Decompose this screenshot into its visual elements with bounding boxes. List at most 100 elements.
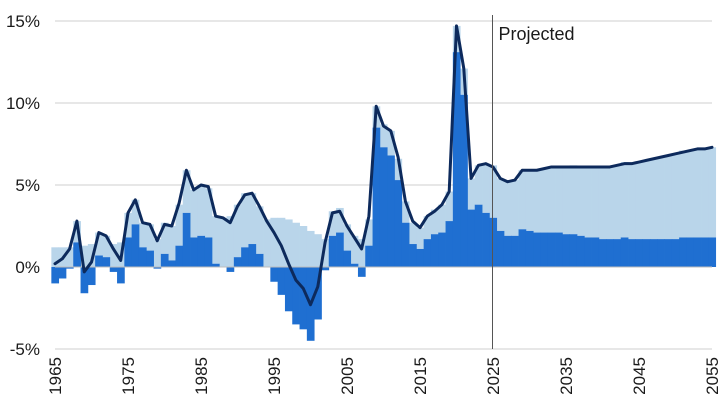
primary-deficit-bar [503,235,512,267]
net-interest-block [365,219,373,246]
net-interest-block [474,165,483,205]
y-tick-label: 10% [6,94,40,113]
net-interest-block [445,191,454,222]
primary-deficit-bar [401,222,410,267]
net-interest-block [204,188,213,238]
primary-deficit-bar [51,267,60,284]
net-interest-block [423,216,432,240]
primary-deficit-bar [598,239,607,267]
net-interest-block [160,222,169,254]
total-deficit-line [53,24,714,307]
net-interest-block [394,158,403,181]
y-tick-labels: 15% 10% 5% 0% -5% [6,12,40,359]
x-tick-label: 2045 [630,357,649,395]
net-interest-block [168,226,176,261]
x-tick-label: 1985 [192,357,211,395]
net-interest-block [233,204,242,258]
primary-deficit-bar [336,232,344,267]
x-tick-label: 1995 [265,357,284,395]
primary-deficit-bar [343,250,352,267]
primary-deficit-bar [387,155,395,267]
primary-deficit-bar [277,267,286,295]
net-interest-block [576,166,585,236]
primary-deficit-bar [635,239,644,267]
net-interest-block [591,166,600,238]
primary-deficit-bar [701,237,709,267]
primary-deficit-bar [270,267,279,282]
net-interest-block [314,234,322,267]
net-interest-block [284,219,293,267]
primary-deficit-bar [197,235,206,267]
primary-deficit-bar [452,52,461,267]
primary-deficit-bar [540,232,549,267]
net-interest-block [306,230,315,267]
primary-deficit-bar [511,235,519,267]
primary-deficit-bar [606,239,614,267]
primary-deficit-bar [350,263,359,267]
net-interest-block [547,166,556,233]
primary-deficit-bar [628,239,636,267]
net-interest-block [569,165,578,235]
primary-deficit-bar [496,230,505,267]
primary-deficit-bar [438,232,446,267]
net-interest-block [146,224,154,251]
net-interest-block [642,160,651,240]
net-interest-block [226,216,235,267]
x-tick-label: 1975 [119,357,138,395]
primary-deficit-bar [255,253,264,267]
net-interest-block [350,235,359,264]
primary-deficit-bar [87,267,96,286]
net-interest-block [277,217,286,267]
net-interest-block [657,157,665,240]
primary-deficit-bar [533,232,541,267]
primary-deficit-bar [365,245,373,267]
net-interest-block [496,178,505,231]
net-interest-block [503,181,512,236]
net-interest-block [555,166,563,233]
x-tick-label: 1965 [46,357,65,395]
primary-deficit-bar [292,267,300,325]
primary-deficit-bar [430,234,439,267]
primary-deficit-bar [679,237,687,267]
primary-deficit-bar [211,263,220,267]
primary-deficit-bar [547,232,556,267]
net-interest-block [686,150,695,238]
primary-deficit-bar [153,267,162,269]
primary-deficit-bar [190,237,198,267]
primary-deficit-bar [175,245,184,267]
net-interest-block [693,148,702,238]
net-interest-block [679,150,687,238]
net-interest-block [379,124,388,148]
primary-deficit-bar [445,221,454,267]
x-tick-labels: 1965 1975 1985 1995 2005 2015 2025 2035 2045 2055 [46,357,718,395]
primary-deficit-bar [160,253,169,267]
net-interest-block [343,224,352,251]
net-interest-block [511,180,519,236]
primary-deficit-bar [474,204,483,267]
primary-deficit-bar [460,94,468,267]
net-interest-block [357,239,366,267]
primary-deficit-bar [584,237,592,267]
primary-deficit-bar [233,257,242,267]
net-interest-block [138,222,147,248]
primary-deficit-bar [657,239,665,267]
primary-deficit-bar [518,229,527,267]
primary-deficit-bar [80,267,89,294]
net-interest-block [518,170,527,230]
net-interest-block [482,163,490,213]
net-interest-block [80,245,89,267]
primary-deficit-bar [299,267,308,330]
primary-deficit-bar [642,239,651,267]
y-tick-label: -5% [10,340,40,359]
net-interest-block [533,170,541,233]
primary-deficit-bar [482,212,490,267]
net-interest-block [671,153,680,240]
net-interest-block [708,147,717,238]
primary-deficit-bar [686,237,695,267]
primary-deficit-bar [525,230,534,267]
net-interest-block [102,235,111,258]
primary-deficit-bar [248,244,257,267]
y-tick-label: 5% [15,176,40,195]
primary-deficit-bar [671,239,680,267]
net-interest-block [241,193,249,248]
